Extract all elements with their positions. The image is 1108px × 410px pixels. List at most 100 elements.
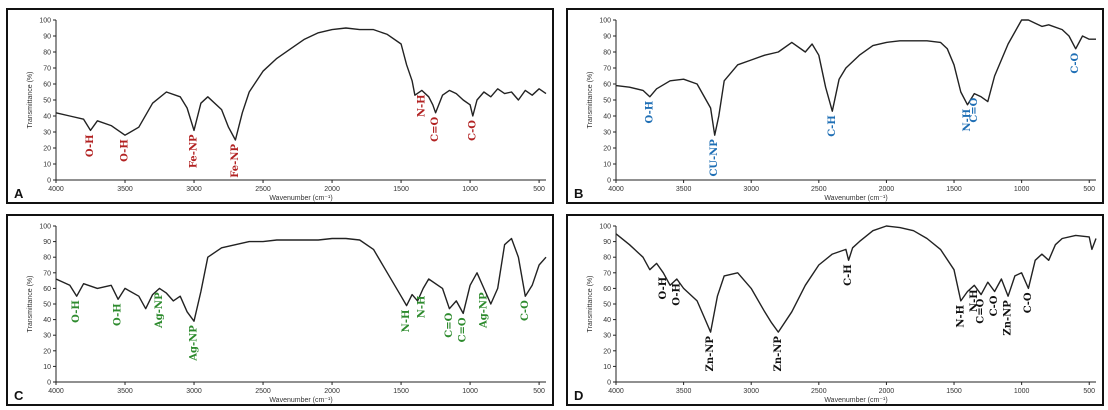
x-tick-label: 3000 — [743, 186, 759, 193]
y-tick-label: 40 — [603, 114, 611, 121]
ftir-chart-b: 0 10 20 30 40 50 60 70 80 90 100 4000 3500 3000 2500 20… — [574, 18, 1096, 202]
y-axis-title: Transmittance (%) — [587, 276, 594, 333]
peak-label: CU-NP — [709, 139, 720, 177]
y-tick-label: 50 — [603, 98, 611, 105]
y-tick-label: 20 — [43, 348, 51, 355]
peak-label: O-H — [85, 134, 96, 157]
panel-d: 0 10 20 30 40 50 60 70 80 90 100 4000 3500 3000 2500 20… — [566, 214, 1104, 406]
peak-label: Ag-NP — [154, 292, 165, 329]
y-axis-title: Transmittance (%) — [27, 72, 34, 129]
y-axis-title: Transmittance (%) — [587, 72, 594, 129]
x-tick-label: 4000 — [48, 388, 64, 395]
x-tick-label: 3500 — [676, 388, 692, 395]
panel-letter: A — [14, 186, 24, 201]
y-tick-label: 0 — [607, 380, 611, 387]
peak-label: C-O — [467, 120, 478, 141]
y-tick-label: 30 — [43, 130, 51, 137]
peak-label: N-H — [416, 296, 427, 319]
y-tick-label: 50 — [43, 98, 51, 105]
peak-label: Zn-NP — [1003, 300, 1014, 336]
y-tick-label: 100 — [39, 18, 51, 25]
x-tick-label: 500 — [533, 186, 545, 193]
ftir-chart-c: 0 10 20 30 40 50 60 70 80 90 100 4000 3500 3000 2500 20… — [14, 224, 547, 404]
peak-label: N-H — [955, 305, 966, 328]
y-tick-label: 40 — [603, 317, 611, 324]
y-tick-label: 90 — [603, 34, 611, 41]
peak-label: Zn-NP — [773, 336, 784, 372]
x-tick-label: 1500 — [393, 186, 409, 193]
y-axis-title: Transmittance (%) — [27, 276, 34, 333]
x-tick-label: 1500 — [946, 186, 962, 193]
y-tick-label: 20 — [43, 146, 51, 153]
x-axis-title: Wavenumber (cm⁻¹) — [824, 397, 887, 404]
panel-a: 0 10 20 30 40 50 60 70 80 90 100 4000 3500 3000 2500 20… — [6, 8, 554, 204]
peak-label: C=O — [969, 97, 980, 122]
x-tick-label: 3000 — [186, 186, 202, 193]
peak-label: Ag-NP — [189, 325, 200, 362]
x-tick-label: 1500 — [393, 388, 409, 395]
y-tick-label: 80 — [43, 50, 51, 57]
x-tick-label: 4000 — [608, 186, 624, 193]
spectrum-line — [615, 225, 1097, 333]
x-tick-label: 1000 — [1014, 388, 1030, 395]
peak-label: C=O — [444, 312, 455, 337]
x-tick-label: 3500 — [117, 186, 133, 193]
x-tick-label: 1500 — [946, 388, 962, 395]
x-tick-label: 4000 — [48, 186, 64, 193]
peak-label: O-H — [671, 283, 682, 306]
peak-label: Fe-NP — [189, 134, 200, 168]
peak-label: Fe-NP — [230, 144, 241, 178]
peak-label: C=O — [458, 317, 469, 342]
y-tick-label: 70 — [603, 270, 611, 277]
peak-label: C-H — [843, 264, 854, 286]
panel-c: 0 10 20 30 40 50 60 70 80 90 100 4000 3500 3000 2500 20… — [6, 214, 554, 406]
y-tick-label: 0 — [47, 178, 51, 185]
x-tick-label: 3000 — [186, 388, 202, 395]
peak-label: C-O — [520, 300, 531, 321]
y-tick-label: 0 — [607, 178, 611, 185]
panel-b: 0 10 20 30 40 50 60 70 80 90 100 4000 3500 3000 2500 20… — [566, 8, 1104, 204]
y-tick-label: 80 — [603, 255, 611, 262]
peak-label: O-H — [113, 303, 124, 326]
y-tick-label: 60 — [43, 286, 51, 293]
spectrum-line — [55, 27, 547, 141]
y-tick-label: 80 — [43, 255, 51, 262]
y-tick-label: 100 — [599, 18, 611, 25]
y-tick-label: 70 — [603, 66, 611, 73]
x-tick-label: 2500 — [811, 186, 827, 193]
peak-label: C-O — [1070, 53, 1081, 74]
y-tick-label: 60 — [603, 82, 611, 89]
y-tick-label: 60 — [43, 82, 51, 89]
x-tick-label: 2000 — [879, 186, 895, 193]
peak-label: N-H — [401, 310, 412, 333]
x-tick-label: 4000 — [608, 388, 624, 395]
y-tick-label: 20 — [603, 348, 611, 355]
x-tick-label: 2500 — [255, 388, 271, 395]
peak-label: C-O — [989, 295, 1000, 316]
x-tick-label: 2000 — [324, 388, 340, 395]
y-tick-label: 70 — [43, 270, 51, 277]
y-tick-label: 50 — [603, 302, 611, 309]
y-tick-label: 40 — [43, 317, 51, 324]
x-tick-label: 1000 — [462, 388, 478, 395]
y-tick-label: 10 — [603, 364, 611, 371]
y-tick-label: 90 — [43, 239, 51, 246]
peak-label: C-H — [827, 115, 838, 137]
y-tick-label: 40 — [43, 114, 51, 121]
y-tick-label: 10 — [603, 162, 611, 169]
y-tick-label: 50 — [43, 302, 51, 309]
ftir-chart-d: 0 10 20 30 40 50 60 70 80 90 100 4000 3500 3000 2500 20… — [574, 224, 1097, 404]
y-tick-label: 80 — [603, 50, 611, 57]
spectrum-line — [615, 19, 1096, 136]
y-tick-label: 20 — [603, 146, 611, 153]
peak-label: O-H — [658, 277, 669, 300]
x-tick-label: 1000 — [1014, 186, 1030, 193]
x-tick-label: 1000 — [462, 186, 478, 193]
x-tick-label: 3500 — [676, 186, 692, 193]
peak-label: C=O — [976, 298, 987, 323]
x-tick-label: 2000 — [324, 186, 340, 193]
y-tick-label: 10 — [43, 162, 51, 169]
x-tick-label: 3000 — [743, 388, 759, 395]
x-tick-label: 500 — [533, 388, 545, 395]
peak-label: O-H — [120, 139, 131, 162]
